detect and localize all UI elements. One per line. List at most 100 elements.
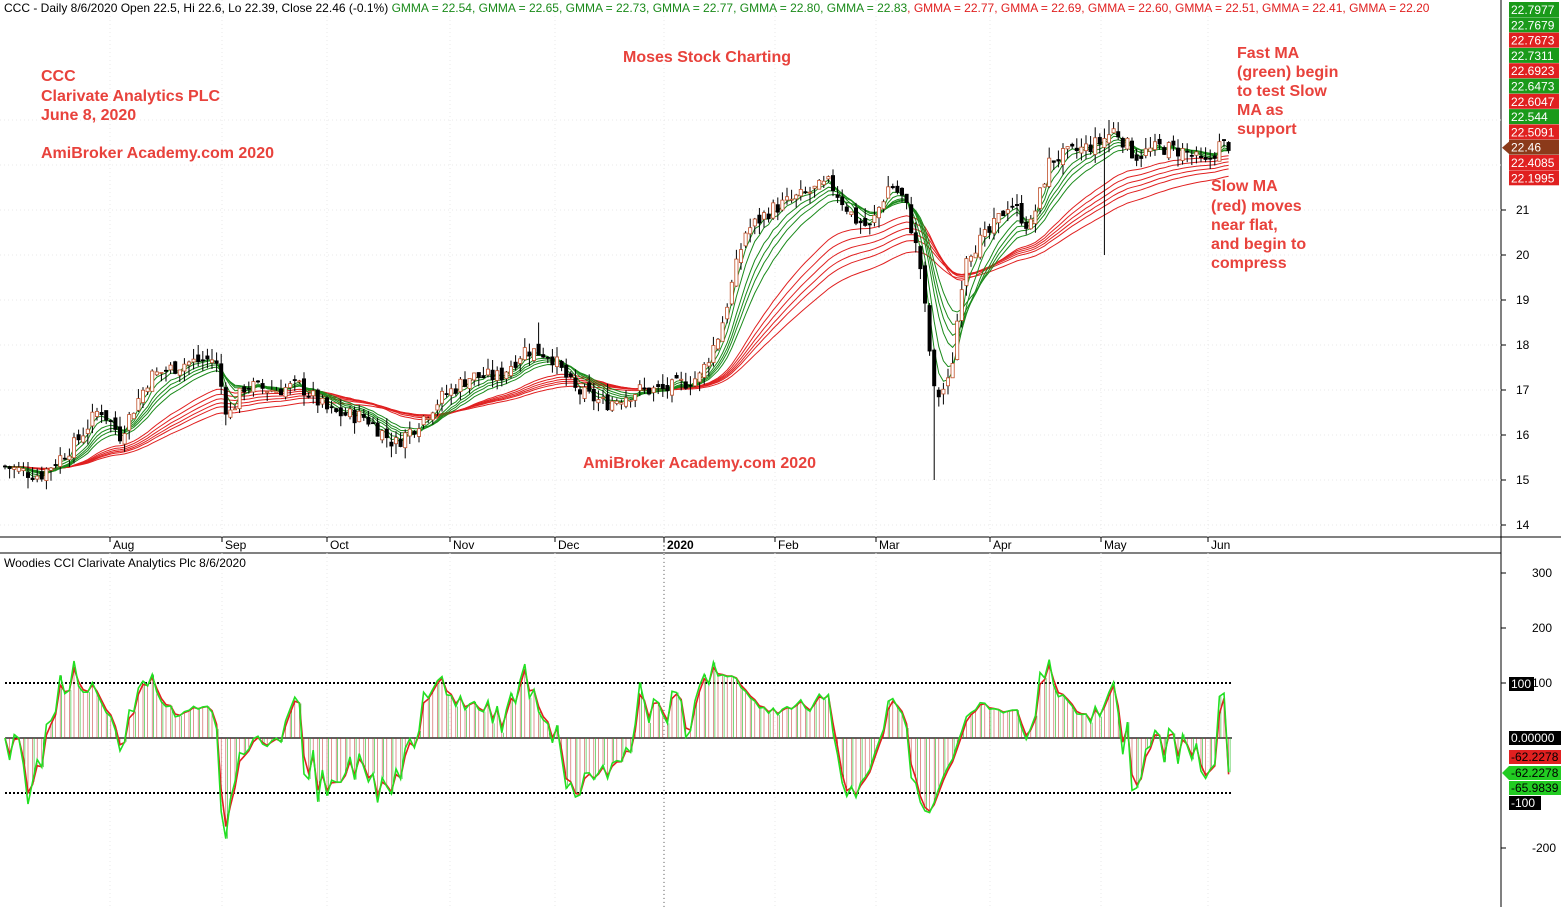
candle-body [1065, 146, 1070, 150]
value-tag-label: 22.544 [1511, 110, 1548, 124]
value-tag-box [1509, 155, 1559, 170]
price-tick-label: 19 [1516, 293, 1530, 307]
candle-body [357, 410, 362, 423]
candle-body [246, 387, 251, 390]
candle-body [918, 246, 923, 270]
candle-body [1019, 202, 1024, 224]
slow-ma-note: Slow MA (red) moves near flat, and begin… [1211, 178, 1311, 272]
gmma-header-value: , GMMA = 22.60 [1081, 1, 1168, 15]
candle-body [1157, 138, 1162, 145]
candle-body [485, 368, 490, 376]
candle-body [1107, 134, 1112, 144]
candle-body [923, 265, 928, 304]
value-tag-box [1509, 78, 1559, 94]
candle-body [1084, 143, 1089, 152]
candle-body [573, 378, 578, 388]
last-price-pointer [1502, 140, 1510, 155]
candle-body [1097, 137, 1102, 145]
candle-body [927, 305, 932, 352]
candle-body [904, 193, 909, 203]
candle-body [118, 426, 123, 442]
candle-body [315, 389, 320, 406]
candle-body [113, 417, 118, 430]
candle-body [789, 198, 794, 201]
candle-body [292, 379, 297, 381]
candle-body [334, 408, 339, 412]
candle-body [1093, 137, 1098, 155]
candle-body [541, 354, 546, 358]
candle-body [439, 390, 444, 404]
candle-body [209, 359, 214, 364]
annotation-date: June 8, 2020 [41, 107, 136, 124]
candle-body [601, 396, 606, 399]
candle-body [1143, 148, 1148, 156]
candle-body [25, 472, 30, 478]
candle-body [168, 364, 173, 371]
candle-body [191, 358, 196, 363]
cci-tag-box [1509, 796, 1541, 810]
value-tag-label: 22.6047 [1511, 95, 1555, 109]
candle-body [550, 356, 555, 366]
cci-title: Woodies CCI Clarivate Analytics Plc 8/6/… [4, 556, 246, 570]
candle-body [412, 431, 417, 435]
gmma-header-value: , GMMA = 22.51 [1168, 1, 1255, 15]
candle-body [449, 388, 454, 396]
value-tag-label: 22.1995 [1511, 171, 1555, 185]
candle-body [996, 213, 1001, 224]
cci-tag-label: -100 [1511, 796, 1535, 810]
candle-body [140, 389, 145, 403]
candle-body [320, 397, 325, 405]
fast-note-line: support [1237, 121, 1297, 138]
candle-body [877, 207, 882, 219]
candle-body [578, 389, 583, 395]
candle-body [214, 360, 219, 364]
candle-body [969, 255, 974, 262]
month-label: Dec [558, 538, 579, 552]
candle-body [900, 187, 905, 196]
gmma-line [5, 164, 1229, 470]
value-tag-label: 22.6473 [1511, 80, 1555, 94]
candle-body [614, 400, 619, 404]
candle-body [370, 422, 375, 425]
gmma-header-value: , GMMA = 22.41 [1255, 1, 1342, 15]
center-title: Moses Stock Charting [623, 49, 791, 66]
candle-body [826, 176, 831, 180]
price-tick-label: 17 [1516, 383, 1530, 397]
month-label: May [1104, 538, 1127, 552]
fast-note-line: to test Slow [1237, 83, 1327, 100]
gmma-header-value: , GMMA = 22.83 [820, 1, 907, 15]
candle-body [16, 467, 21, 472]
candle-body [591, 388, 596, 402]
candle-body [21, 468, 26, 472]
candle-body [872, 214, 877, 223]
value-tag-label: 22.7673 [1511, 34, 1555, 48]
candle-body [739, 249, 744, 263]
candle-body [1194, 151, 1199, 156]
candle-body [702, 363, 707, 378]
candle-body [476, 372, 481, 378]
candle-body [159, 372, 164, 374]
cci-tag-box [1509, 731, 1561, 745]
candle-body [964, 258, 969, 286]
candle-body [568, 373, 573, 377]
candle-body [637, 384, 642, 391]
candle-body [909, 204, 914, 234]
candle-body [1203, 156, 1208, 160]
watermark: AmiBroker Academy.com 2020 [583, 455, 816, 472]
candle-body [504, 371, 509, 379]
month-label: Jun [1211, 538, 1230, 552]
candle-body [555, 356, 560, 368]
candle-body [536, 343, 541, 356]
candle-body [242, 386, 247, 393]
candle-body [219, 363, 224, 387]
cci-tag-label: -65.9839 [1511, 781, 1559, 795]
fast-note-line: Fast MA [1237, 45, 1300, 62]
candle-body [95, 411, 100, 417]
candle-body [1185, 150, 1190, 153]
candle-body [361, 413, 366, 418]
candle-body [1024, 221, 1029, 229]
cci-tag-label: 0.00000 [1511, 731, 1555, 745]
candle-body [798, 189, 803, 197]
value-tag-label: 22.7977 [1511, 3, 1555, 17]
